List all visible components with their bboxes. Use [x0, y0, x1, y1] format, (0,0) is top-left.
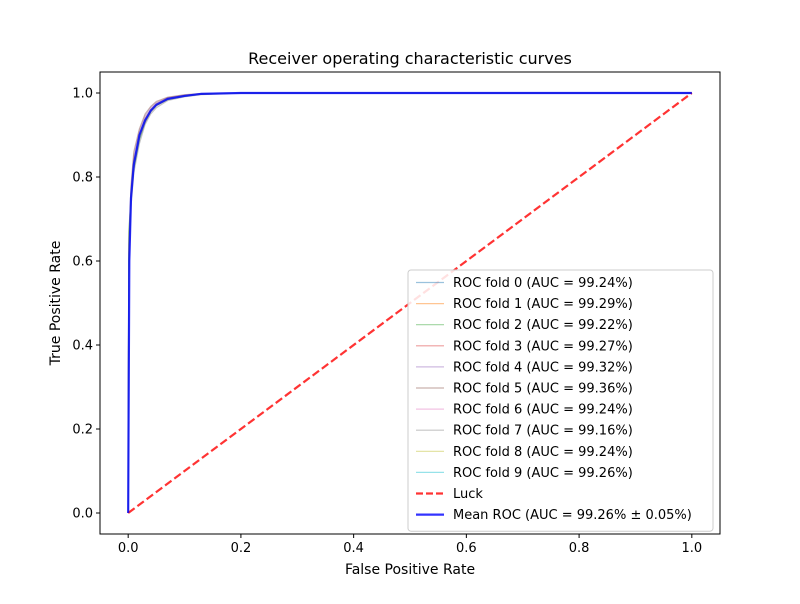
y-tick-label: 0.0 [72, 507, 93, 522]
legend-label: Mean ROC (AUC = 99.26% ± 0.05%) [453, 508, 692, 523]
legend-label: ROC fold 4 (AUC = 99.32%) [453, 360, 633, 375]
legend: ROC fold 0 (AUC = 99.24%) ROC fold 1 (AUC… [407, 269, 714, 532]
x-tick-label: 0.0 [118, 541, 139, 556]
x-tick-label: 0.2 [231, 541, 252, 556]
y-tick-label: 0.2 [72, 423, 93, 438]
axes-frame [99, 71, 721, 535]
x-tick-label: 0.4 [343, 541, 364, 556]
x-axis-label: False Positive Rate [345, 562, 475, 578]
y-axis-label: True Positive Rate [48, 241, 64, 367]
legend-label: Luck [453, 487, 483, 502]
legend-label: ROC fold 2 (AUC = 99.22%) [453, 318, 633, 333]
y-tick-label: 0.4 [72, 339, 93, 354]
x-tick-label: 0.8 [569, 541, 590, 556]
legend-box [407, 269, 714, 532]
legend-label: ROC fold 3 (AUC = 99.27%) [453, 339, 633, 354]
x-tick-label: 1.0 [681, 541, 702, 556]
legend-label: ROC fold 0 (AUC = 99.24%) [453, 276, 633, 291]
legend-label: ROC fold 7 (AUC = 99.16%) [453, 424, 633, 439]
mean-roc-line [127, 91, 692, 514]
axes: 0.0 0.2 0.4 0.6 0.8 1.0 0.0 0.2 0.4 0.6 0.8 1.0 [72, 71, 721, 556]
y-tick-label: 0.8 [72, 171, 93, 186]
legend-label: ROC fold 1 (AUC = 99.29%) [453, 297, 633, 312]
y-tick-label: 1.0 [72, 87, 93, 102]
y-tick-label: 0.6 [72, 255, 93, 270]
legend-label: ROC fold 6 (AUC = 99.24%) [453, 403, 633, 418]
legend-label: ROC fold 5 (AUC = 99.36%) [453, 382, 633, 397]
chart-title: Receiver operating characteristic curves [248, 49, 572, 68]
legend-label: ROC fold 9 (AUC = 99.26%) [453, 466, 633, 481]
x-tick-label: 0.6 [456, 541, 477, 556]
legend-label: ROC fold 8 (AUC = 99.24%) [453, 445, 633, 460]
